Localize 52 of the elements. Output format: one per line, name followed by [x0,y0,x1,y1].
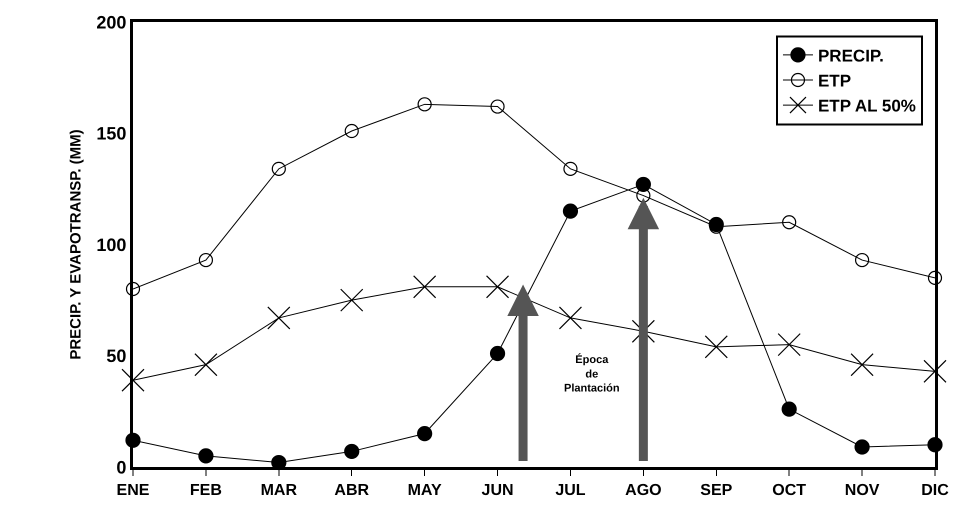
point [636,188,650,203]
x-tick-label: MAR [260,482,298,500]
x-tick-label: SEP [700,482,733,500]
point [267,306,290,330]
x-tick-label: OCT [772,482,806,500]
point [417,426,432,442]
point [923,360,947,383]
point [490,99,505,114]
point [198,448,214,464]
y-tick-label: 0 [116,457,126,478]
point [778,333,801,356]
point [418,97,432,112]
point [344,444,360,460]
point [782,215,796,230]
point [198,252,214,268]
x-tick-label: JUL [555,482,586,500]
point [126,282,140,296]
y-tick-label: 200 [96,12,126,32]
x-tick-label: DIC [921,482,950,500]
x-tick-label: NOV [844,482,880,500]
point [850,353,874,376]
point [928,270,942,285]
y-tick-label: 50 [106,346,126,366]
x-tick-label: ABR [334,482,370,500]
x-tick-label: AGO [625,482,662,500]
point [854,439,870,455]
point [563,162,578,176]
y-tick-label: 100 [96,234,126,255]
x-tick-label: MAY [408,482,442,500]
point [558,306,582,330]
legend-label: ETP AL 50% [818,96,916,116]
annotation: Época de Plantación [564,353,620,395]
point [704,335,728,358]
point [121,368,145,392]
legend-label: PRECIP. [818,46,884,66]
x-tick-label: ENE [116,482,150,500]
point [344,124,359,138]
x-tick-label: FEB [190,482,222,500]
point [562,204,578,219]
point [194,353,218,376]
point [636,176,651,192]
point [854,252,870,268]
point [272,162,286,176]
point [782,402,797,417]
point [340,288,364,312]
point [413,275,436,298]
legend-label: ETP [818,72,852,91]
point [486,275,510,298]
y-axis-title: PRECIP. Y EVAPOTRANSP. (MM) [68,129,85,360]
y-tick-label: 150 [96,124,126,144]
x-tick-label: JUN [482,482,514,500]
point [490,346,506,362]
